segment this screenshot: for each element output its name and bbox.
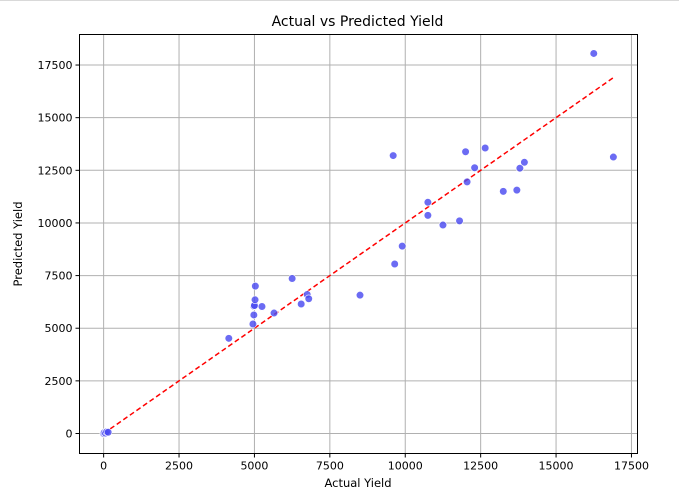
x-tick-label: 5000 [240,460,268,473]
x-tick-label: 15000 [539,460,574,473]
x-tick-label: 12500 [463,460,498,473]
data-point [512,185,521,195]
data-point [499,187,508,196]
data-point [398,242,407,251]
data-point [249,310,258,320]
plot-frame [79,34,638,454]
data-point [304,294,313,303]
data-point [515,164,524,173]
y-axis-label: Predicted Yield [11,201,25,286]
data-point [423,198,432,207]
y-tick-label: 7500 [45,270,73,283]
data-point [257,302,267,311]
data-point [461,147,470,156]
data-point [355,291,365,300]
y-tick-label: 15000 [38,112,73,125]
data-point [250,295,260,304]
data-point [248,319,258,329]
y-tick-label: 0 [66,427,73,440]
x-axis-ticks: 0 2500 5000 7500 10000 12500 15000 17500 [100,453,649,473]
data-point [438,220,448,230]
x-axis-label: Actual Yield [324,476,391,490]
y-tick-label: 12500 [38,164,73,177]
data-point [288,274,297,283]
data-point [224,334,233,343]
data-points [99,49,618,438]
y-tick-label: 5000 [45,322,73,335]
data-point [423,211,432,220]
data-point [455,216,464,225]
y-tick-label: 17500 [38,59,73,72]
data-point [481,143,490,153]
data-point [609,152,618,162]
y-tick-label: 10000 [38,217,73,230]
chart-title: Actual vs Predicted Yield [272,14,444,30]
x-tick-label: 2500 [165,460,193,473]
data-point [390,259,399,269]
data-point [389,151,398,160]
y-axis-ticks: 0 2500 5000 7500 10000 12500 15000 17500 [38,59,80,440]
data-point [269,308,279,318]
window-top-border [0,0,679,1]
x-tick-label: 7500 [316,460,344,473]
x-tick-label: 0 [100,460,107,473]
reference-line [103,77,614,435]
x-tick-label: 17500 [614,460,649,473]
data-point [520,158,529,167]
y-tick-label: 2500 [45,375,73,388]
data-point [297,299,306,309]
grid-lines [79,34,638,454]
data-point [251,282,260,291]
data-point [589,49,598,58]
data-point [470,163,479,172]
data-point [462,177,472,186]
data-point [104,428,113,437]
x-tick-label: 10000 [388,460,423,473]
